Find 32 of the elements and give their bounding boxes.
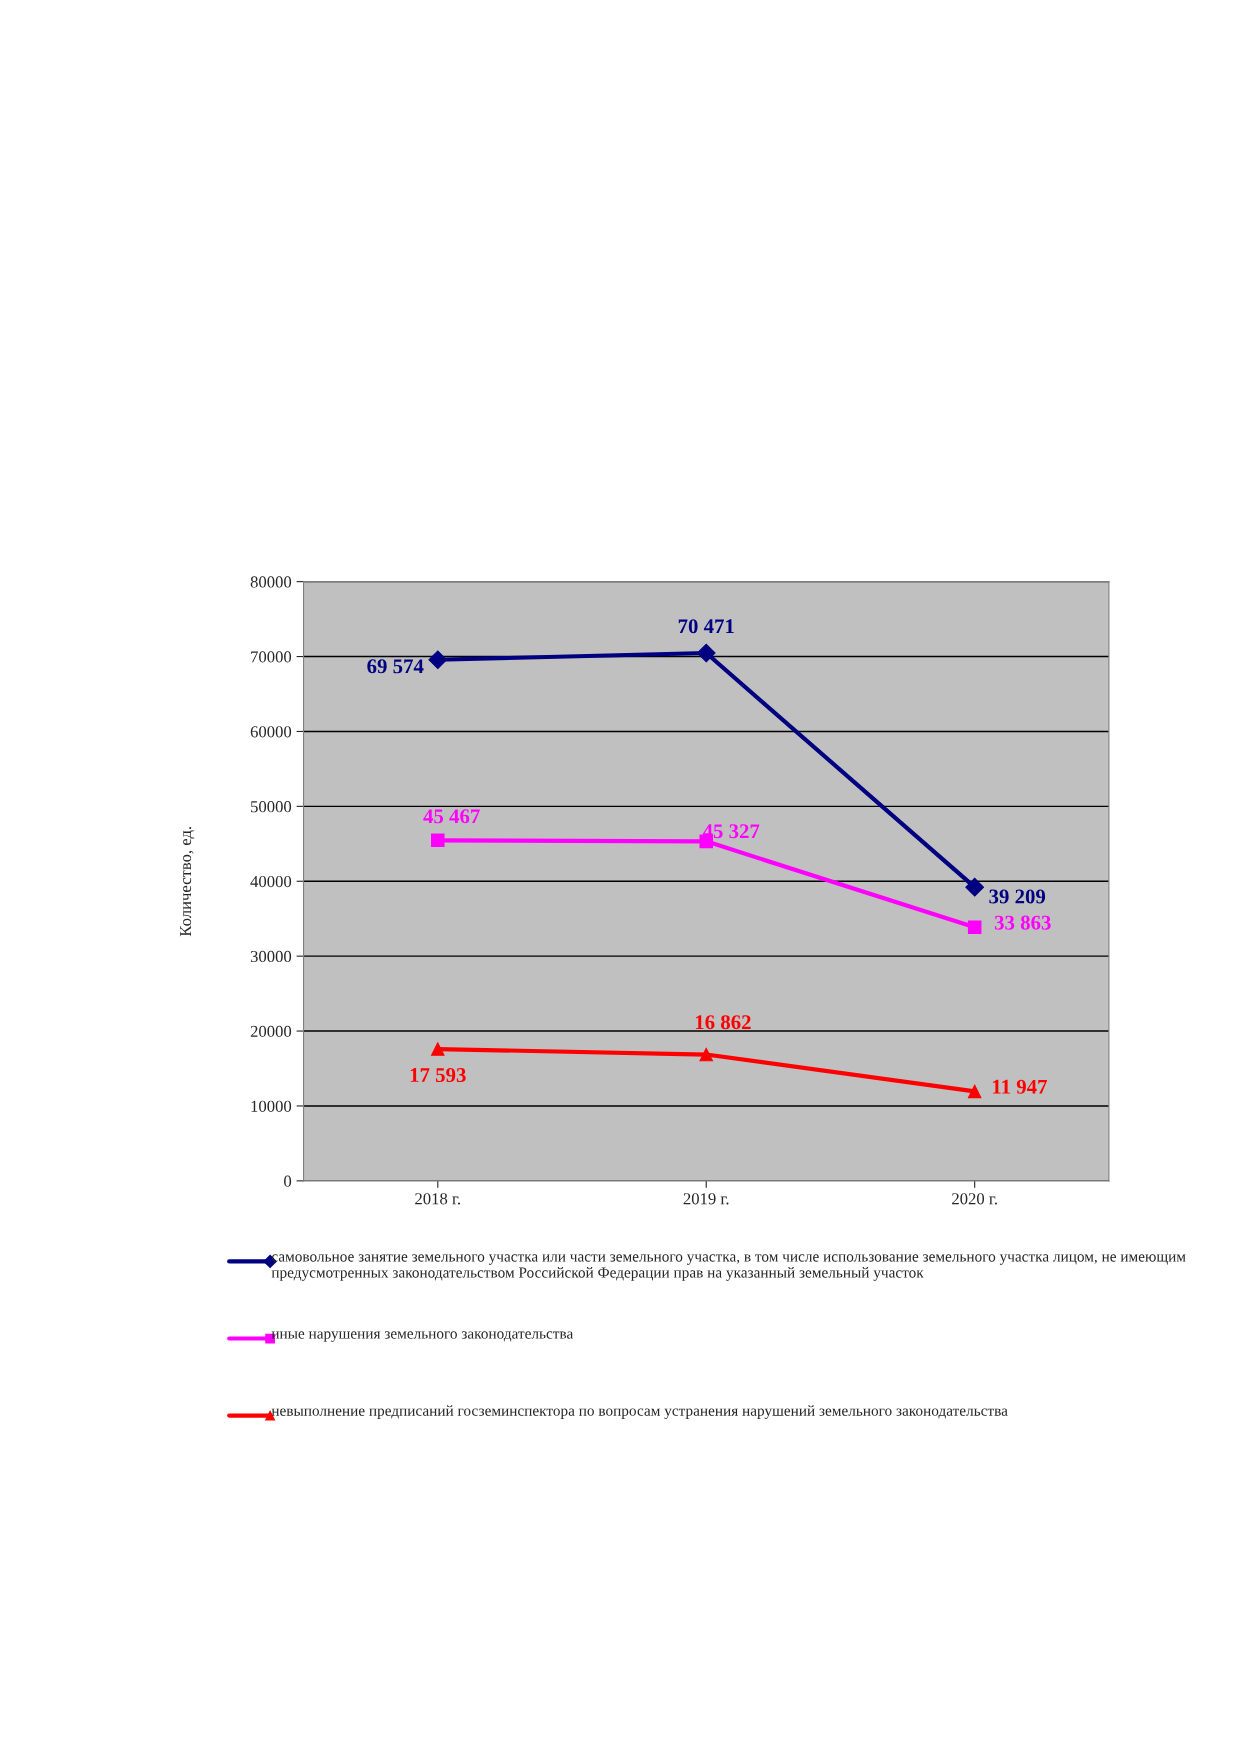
x-tick-label: 2018 г. xyxy=(415,1193,460,1205)
point xyxy=(431,833,445,848)
y-tick-label: 60000 xyxy=(250,726,292,738)
data-label: 17 593 xyxy=(410,1068,466,1083)
data-label: 70 471 xyxy=(678,619,734,634)
legend-label: невыполнение предписаний госземинспектора по вопросам устранения нарушений земельного законодательства xyxy=(271,1405,1008,1419)
data-label: 45 467 xyxy=(423,809,480,824)
y-tick-label: 80000 xyxy=(250,576,292,588)
x-tick-label: 2020 г. xyxy=(952,1193,997,1205)
x-tick-label: 2019 г. xyxy=(683,1193,729,1205)
y-axis-title: Количество, ед. xyxy=(180,826,195,937)
data-label: 11 947 xyxy=(993,1079,1047,1094)
legend-label: иные нарушения земельного законодательства xyxy=(271,1331,574,1342)
data-label: 69 574 xyxy=(367,659,424,674)
point xyxy=(967,920,982,934)
y-tick-label: 50000 xyxy=(251,801,292,813)
point xyxy=(428,650,448,670)
legend-label: самовольное занятие земельного участка или части земельного участка, в том числе использование земельного участка лицом, не имеющим предусмотренных законодательством Российской Федерации прав на указанный земельный участок xyxy=(271,1254,1186,1281)
y-tick-label: 10000 xyxy=(251,1100,292,1112)
point xyxy=(967,1084,982,1099)
y-tick-label: 40000 xyxy=(250,875,292,888)
data-label: 33 863 xyxy=(994,915,1051,930)
point xyxy=(696,643,716,663)
point xyxy=(699,1047,713,1062)
y-tick-label: 70000 xyxy=(251,651,292,663)
y-tick-label: 0 xyxy=(284,1175,292,1187)
y-tick-label: 20000 xyxy=(250,1025,292,1037)
point xyxy=(431,1042,445,1056)
data-label: 39 209 xyxy=(989,889,1046,904)
point xyxy=(965,877,985,897)
data-label: 16 862 xyxy=(695,1015,751,1030)
y-tick-label: 30000 xyxy=(250,950,292,963)
